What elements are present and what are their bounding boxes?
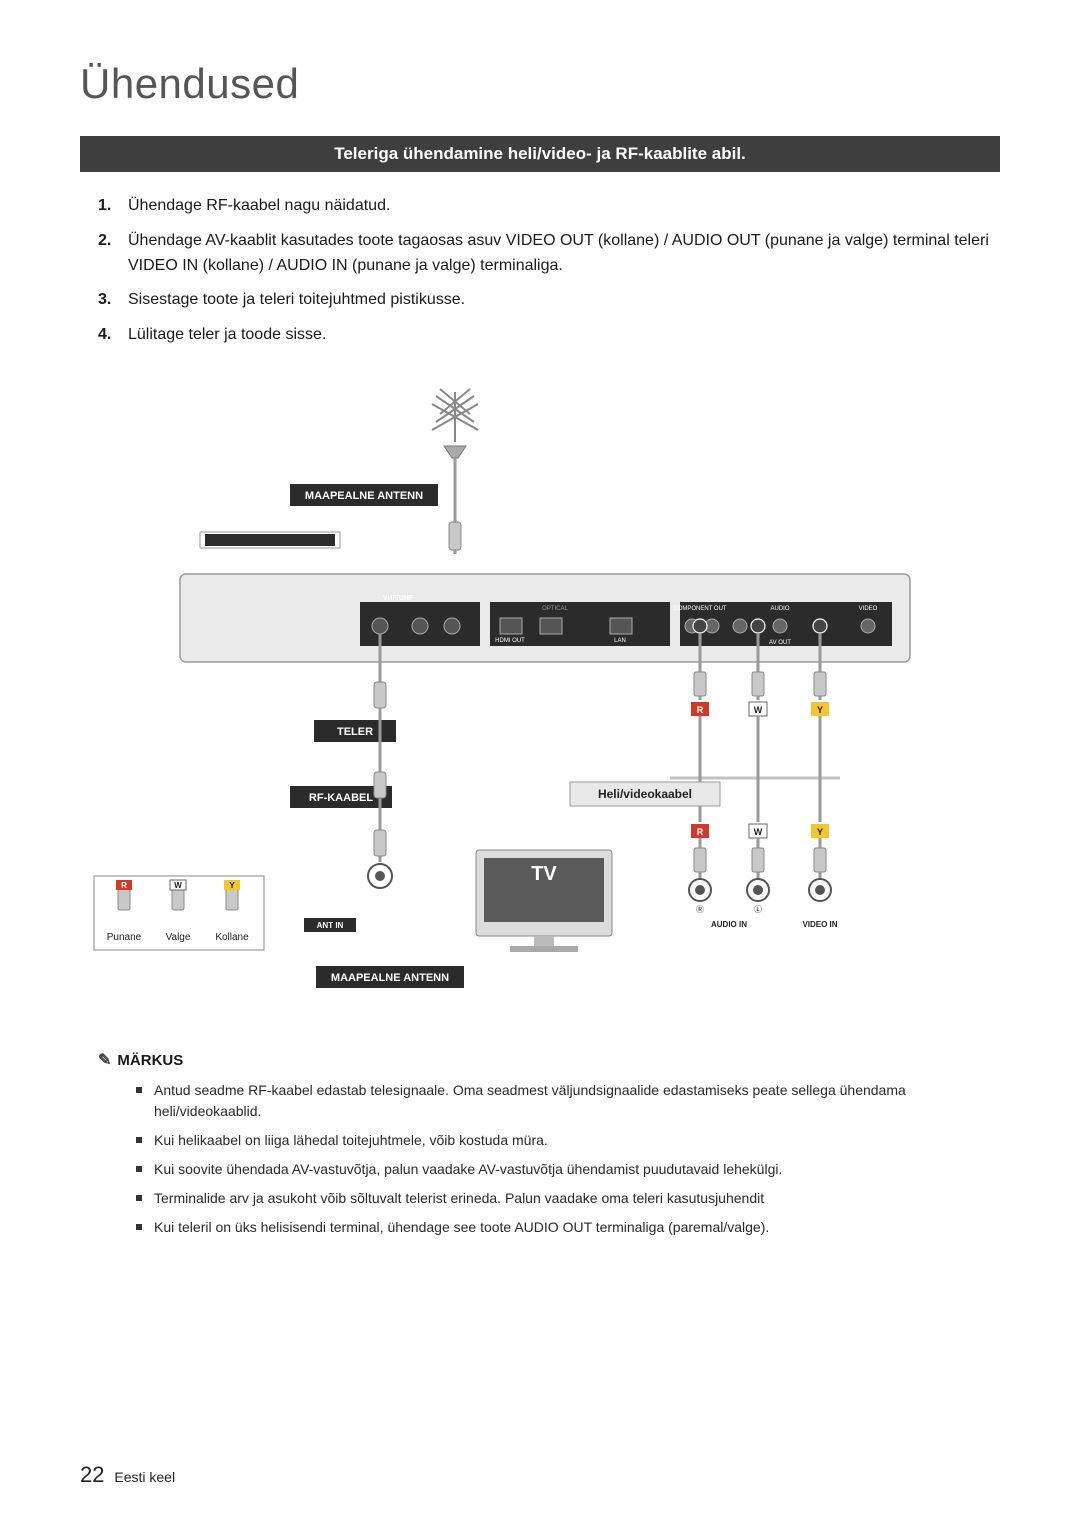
legend-valge: Valge — [166, 932, 191, 943]
instruction-list: 1.Ühendage RF-kaabel nagu näidatud. 2.Üh… — [80, 194, 1000, 348]
pencil-icon: ✎ — [98, 1050, 111, 1070]
legend-punane: Punane — [107, 932, 142, 943]
note-item: Kui helikaabel on liiga lähedal toitejuh… — [136, 1130, 1000, 1151]
tv-label: TV — [531, 863, 557, 885]
svg-text:Ⓛ: Ⓛ — [754, 905, 762, 914]
ant-in-label: ANT IN — [317, 921, 344, 930]
antenna-bottom-label: MAAPEALNE ANTENN — [331, 972, 449, 984]
antenna-top-label: MAAPEALNE ANTENN — [305, 490, 423, 502]
rf-kaabel-label: RF-KAABEL — [309, 792, 373, 804]
notes-list: Antud seadme RF-kaabel edastab telesigna… — [80, 1080, 1000, 1238]
connection-diagram: MAAPEALNE ANTENN VHF/UHF OPTICAL HDMI OU… — [80, 382, 1000, 1022]
note-heading: ✎MÄRKUS — [98, 1050, 1000, 1070]
tv-icon: TV — [476, 850, 612, 952]
tag-r2: R — [697, 827, 704, 837]
page-title: Ühendused — [80, 60, 1000, 108]
svg-text:Y: Y — [229, 881, 235, 890]
step-text: Ühendage RF-kaabel nagu näidatud. — [128, 197, 390, 214]
svg-text:Ⓡ: Ⓡ — [696, 905, 704, 914]
step-4: 4.Lülitage teler ja toode sisse. — [98, 323, 1000, 348]
step-1: 1.Ühendage RF-kaabel nagu näidatud. — [98, 194, 1000, 219]
note-item: Antud seadme RF-kaabel edastab telesigna… — [136, 1080, 1000, 1122]
tag-w: W — [754, 705, 763, 715]
step-text: Lülitage teler ja toode sisse. — [128, 326, 326, 343]
antenna-icon — [432, 389, 478, 554]
note-item: Kui teleril on üks helisisendi terminal,… — [136, 1217, 1000, 1238]
step-text: Ühendage AV-kaablit kasutades toote taga… — [128, 232, 989, 274]
audio-in-label: AUDIO IN — [711, 920, 747, 929]
tag-y: Y — [817, 705, 823, 715]
tag-r: R — [697, 705, 704, 715]
panel-hdmi: HDMI OUT — [495, 638, 525, 644]
note-item: Terminalide arv ja asukoht võib sõltuval… — [136, 1188, 1000, 1209]
tag-y2: Y — [817, 827, 823, 837]
svg-text:W: W — [174, 881, 182, 890]
panel-optical: OPTICAL — [542, 606, 568, 612]
av-cable-label: Heli/videokaabel — [598, 787, 692, 801]
teler-label: TELER — [337, 726, 373, 738]
note-item: Kui soovite ühendada AV-vastuvõtja, palu… — [136, 1159, 1000, 1180]
panel-lan: LAN — [614, 638, 626, 644]
panel-avout: AV OUT — [769, 640, 791, 646]
tag-w2: W — [754, 827, 763, 837]
panel-audio: AUDIO — [770, 606, 789, 612]
step-2: 2.Ühendage AV-kaablit kasutades toote ta… — [98, 229, 1000, 279]
svg-text:R: R — [121, 881, 127, 890]
video-in-label: VIDEO IN — [802, 920, 837, 929]
page-number: 22 — [80, 1462, 104, 1487]
step-text: Sisestage toote ja teleri toitejuhtmed p… — [128, 291, 465, 308]
footer-lang: Eesti keel — [114, 1469, 175, 1485]
panel-component: COMPONENT OUT — [673, 606, 727, 612]
legend-kollane: Kollane — [215, 932, 249, 943]
panel-vhfuhf: VHF/UHF — [383, 595, 414, 602]
section-heading: Teleriga ühendamine heli/video- ja RF-ka… — [80, 136, 1000, 172]
step-3: 3.Sisestage toote ja teleri toitejuhtmed… — [98, 288, 1000, 313]
panel-video: VIDEO — [859, 606, 878, 612]
page-footer: 22 Eesti keel — [80, 1462, 175, 1488]
